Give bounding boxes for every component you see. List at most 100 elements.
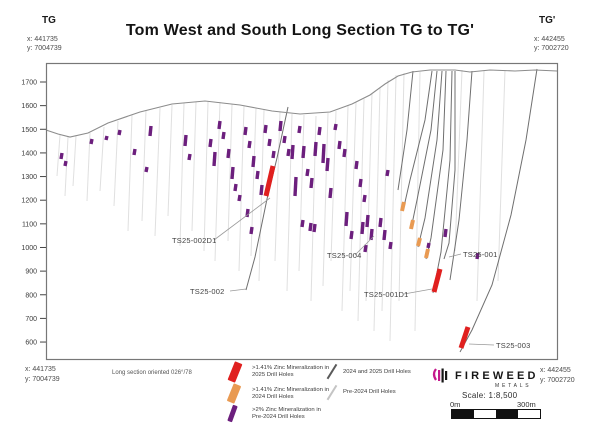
page-title: Tom West and South Long Section TG to TG… [125,22,475,39]
hole-label: TS25-001 [463,250,498,259]
interval-purple [247,140,252,149]
interval-purple [301,145,306,159]
interval-purple [325,157,330,172]
elevation-tick-label: 1400 [21,150,37,157]
legend-label-2024: >1.41% Zinc Mineralization in 2024 Drill… [252,387,330,400]
interval-purple [378,217,383,228]
drill-trace-light [203,101,209,252]
drill-trace-light [398,72,405,302]
drill-trace-light [64,136,69,197]
label-leader-line [354,235,375,256]
interval-purple [305,168,310,177]
interval-purple [426,242,431,249]
interval-purple [187,153,192,161]
drill-trace-light [167,104,173,217]
hole-label: TS25-002 [190,287,225,296]
bottom-right-coord-x: x: 442455 [540,367,571,374]
interval-purple [313,141,318,157]
interval-red [263,165,276,197]
drill-trace-light [179,102,185,247]
bottom-left-coord-y: y: 7004739 [25,376,60,383]
drill-trace-light [286,113,293,292]
interval-purple [278,120,283,132]
drill-trace-dark [432,70,453,294]
hole-label: TS25-003 [496,341,531,350]
interval-purple [312,223,317,233]
interval-purple [144,166,149,173]
elevation-tick-label: 1200 [21,198,37,205]
interval-purple [475,252,480,260]
tg-prime-coord-x: x: 442455 [534,36,565,43]
hole-label: TS25-001D1 [364,290,409,299]
interval-purple [148,125,153,137]
interval-purple [251,155,256,168]
interval-red [458,326,471,349]
logo-wordmark: FIREWEED [455,370,539,382]
interval-purple [308,222,313,232]
interval-purple [443,228,448,238]
interval-purple [221,131,226,140]
interval-purple [286,148,291,157]
interval-purple [212,151,217,167]
drill-trace-light [322,112,329,287]
interval-purple [226,148,231,159]
drill-trace-light [227,103,233,242]
logo-sub-wordmark: METALS [495,383,532,389]
scale-max-label: 300m [517,400,536,409]
drill-trace-light [56,134,61,177]
drill-trace-light [389,74,397,342]
drill-trace-light [298,114,305,272]
interval-purple [349,230,354,240]
drill-trace-light [154,107,161,237]
interval-red [431,268,443,293]
drill-trace-dark [397,70,414,191]
interval-purple [255,170,260,180]
plot-border [45,62,559,361]
interval-purple [104,135,109,141]
scale-bar [451,409,541,419]
drill-trace-dark [443,71,456,260]
elevation-tick-label: 1500 [21,127,37,134]
drill-trace-light [365,92,373,302]
interval-purple [89,138,94,145]
interval-orange [400,201,406,212]
interval-purple [249,226,254,235]
interval-purple [362,194,367,203]
drill-trace-light [373,87,381,332]
drill-trace-light [86,132,91,202]
label-leader-line [213,197,271,241]
interval-purple [237,194,242,202]
interval-purple [217,120,222,130]
elevation-tick-label: 1600 [21,103,37,110]
hole-label: TS25-004 [327,251,362,260]
interval-purple [388,241,393,250]
legend-label-2025: >1.41% Zinc Mineralization in 2025 Drill… [252,365,330,378]
orientation-note: Long section oriented 026°/78 [112,370,192,376]
elevation-tick-label: 1100 [22,221,37,228]
interval-purple [382,229,387,241]
elevation-tick-label: 1700 [21,80,37,87]
interval-purple [365,214,370,228]
drill-trace-dark [425,70,447,260]
drill-trace-light [191,101,197,232]
drill-trace-light [341,105,349,312]
drill-trace-light [357,98,365,322]
scale-bar-cell [518,410,540,418]
interval-purple [208,138,213,148]
interval-purple [309,177,314,189]
bottom-left-coord-x: x: 441735 [25,366,56,373]
scale-zero-label: 0m [450,400,461,409]
interval-orange [424,248,430,259]
elevation-tick-label: 700 [25,316,37,323]
elevation-tick-label: 600 [25,340,37,347]
scale-bar-cell [474,410,496,418]
drill-trace-light [72,135,77,187]
label-leader-line [448,253,462,258]
interval-purple [369,228,374,241]
interval-purple [183,134,188,147]
legend-label-pre2024: >2% Zinc Mineralization in Pre-2024 Dril… [252,407,321,420]
drill-trace-light [141,109,147,222]
interval-purple [342,148,347,158]
